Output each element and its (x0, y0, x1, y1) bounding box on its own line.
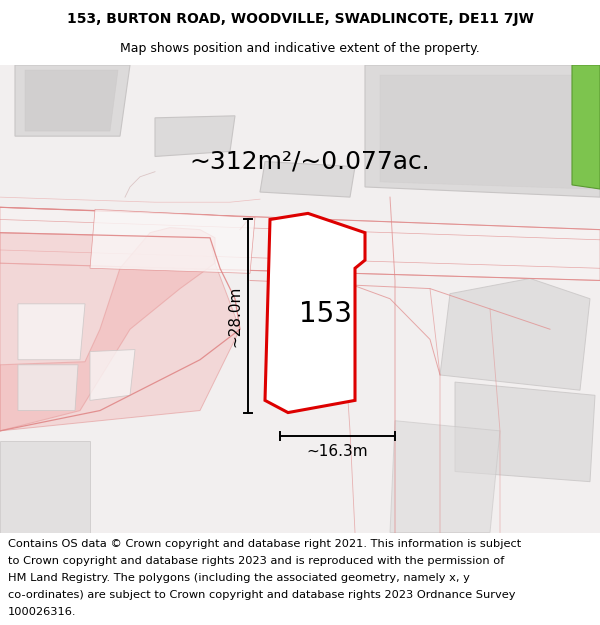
Polygon shape (0, 65, 600, 532)
Text: ~16.3m: ~16.3m (307, 444, 368, 459)
Text: ~312m²/~0.077ac.: ~312m²/~0.077ac. (190, 149, 430, 174)
Polygon shape (15, 65, 130, 136)
Text: Contains OS data © Crown copyright and database right 2021. This information is : Contains OS data © Crown copyright and d… (8, 539, 521, 549)
Polygon shape (18, 365, 78, 411)
Text: 153, BURTON ROAD, WOODVILLE, SWADLINCOTE, DE11 7JW: 153, BURTON ROAD, WOODVILLE, SWADLINCOTE… (67, 12, 533, 26)
Polygon shape (260, 161, 355, 197)
Text: 153: 153 (299, 300, 352, 328)
Polygon shape (440, 278, 590, 390)
Polygon shape (90, 209, 255, 273)
Polygon shape (0, 441, 90, 532)
Polygon shape (365, 65, 600, 197)
Polygon shape (455, 382, 595, 482)
Text: Map shows position and indicative extent of the property.: Map shows position and indicative extent… (120, 42, 480, 55)
Text: HM Land Registry. The polygons (including the associated geometry, namely x, y: HM Land Registry. The polygons (includin… (8, 573, 470, 583)
Text: 100026316.: 100026316. (8, 608, 76, 618)
Text: ~28.0m: ~28.0m (227, 286, 242, 347)
Polygon shape (155, 116, 235, 156)
Text: to Crown copyright and database rights 2023 and is reproduced with the permissio: to Crown copyright and database rights 2… (8, 556, 504, 566)
Polygon shape (0, 232, 240, 431)
Polygon shape (90, 349, 135, 401)
Polygon shape (0, 208, 600, 281)
Polygon shape (25, 70, 118, 131)
Polygon shape (572, 65, 600, 189)
Polygon shape (380, 75, 590, 189)
Polygon shape (390, 421, 500, 532)
Text: co-ordinates) are subject to Crown copyright and database rights 2023 Ordnance S: co-ordinates) are subject to Crown copyr… (8, 590, 515, 600)
Polygon shape (265, 213, 365, 412)
Polygon shape (18, 304, 85, 360)
Polygon shape (278, 238, 342, 368)
Polygon shape (0, 228, 215, 431)
